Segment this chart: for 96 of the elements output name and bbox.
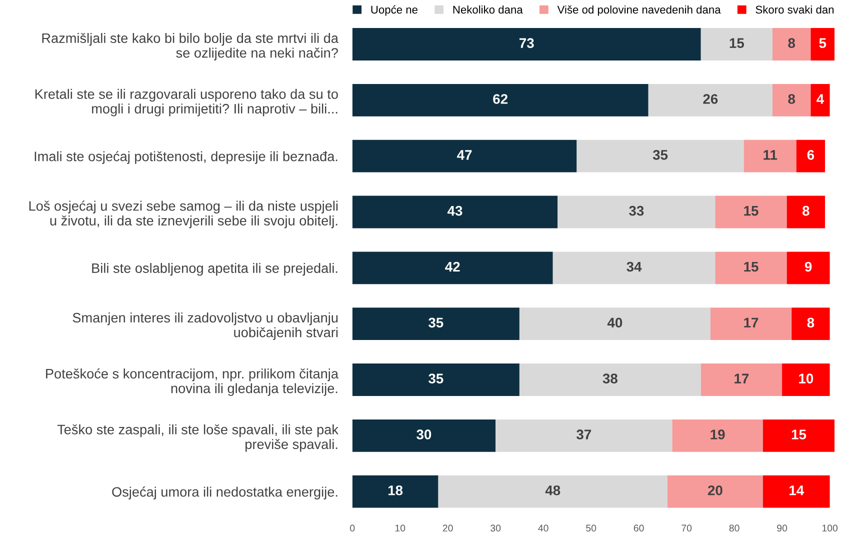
y-tick-label: Imali ste osjećaj potištenosti, depresije ili beznađa.	[34, 151, 338, 164]
data-label: 19	[710, 430, 725, 440]
data-label: 20	[708, 485, 722, 496]
bar	[558, 196, 716, 228]
data-label: 15	[792, 430, 806, 440]
data-label: 8	[802, 206, 810, 216]
x-tick-label: 90	[777, 524, 788, 532]
data-label: 34	[626, 262, 642, 272]
data-label: 8	[788, 38, 796, 48]
data-label: 8	[788, 94, 796, 104]
data-label: 4	[816, 94, 824, 104]
data-label: 9	[804, 262, 812, 272]
data-label: 6	[807, 150, 814, 160]
y-tick-label: Teško ste zaspali, ili ste loše spavali, ili ste pak previše spavali.	[57, 424, 338, 452]
bar	[762, 419, 835, 452]
data-label: 17	[734, 374, 749, 384]
data-label: 15	[744, 206, 758, 216]
bar	[352, 196, 558, 228]
legend-label: Skoro svaki dan	[756, 5, 834, 14]
data-label: 33	[629, 206, 644, 216]
bar	[796, 140, 826, 172]
x-tick-label: 70	[682, 524, 692, 532]
bar	[762, 475, 830, 508]
data-label: 30	[416, 430, 432, 440]
bar	[810, 84, 830, 116]
bar	[772, 28, 811, 60]
bar	[700, 28, 772, 60]
bar	[438, 475, 668, 508]
bar	[810, 28, 835, 60]
bar	[700, 364, 782, 396]
data-label: 17	[744, 318, 758, 328]
bar	[772, 84, 811, 116]
data-label: 11	[764, 150, 778, 160]
x-tick-label: 30	[490, 524, 501, 532]
bar	[782, 364, 830, 396]
x-tick-label: 50	[586, 524, 596, 532]
bar	[352, 28, 701, 60]
data-label: 15	[744, 262, 758, 272]
legend-label: Uopće ne	[371, 5, 418, 16]
data-label: 62	[493, 94, 508, 104]
legend-label: Više od polovine navedenih dana	[557, 5, 721, 16]
y-tick-label: Poteškoće s koncentracijom, npr. prilikom čitanja novina ili gledanja televizije.	[46, 368, 338, 396]
x-tick-label: 100	[822, 524, 838, 532]
bar	[744, 140, 796, 172]
bar	[352, 84, 648, 116]
bar	[352, 475, 438, 508]
x-tick-label: 20	[442, 524, 453, 532]
bar	[648, 84, 772, 116]
data-label: 42	[445, 262, 460, 272]
y-tick-label: Bili ste oslabljenog apetita ili se prejedali.	[92, 262, 338, 276]
bar	[352, 419, 496, 452]
bar	[667, 475, 763, 508]
data-label: 48	[545, 485, 560, 496]
data-label: 37	[576, 430, 592, 440]
bar	[552, 252, 716, 284]
bar	[710, 308, 792, 340]
y-tick-label: Smanjen interes ili zadovoljstvo u obavljanju uobičajenih stvari	[72, 312, 338, 340]
data-label: 18	[388, 485, 403, 496]
bar	[715, 196, 787, 228]
data-label: 35	[428, 318, 444, 328]
bar	[786, 196, 826, 228]
data-label: 35	[652, 150, 668, 160]
x-tick-label: 10	[395, 524, 406, 532]
x-tick-label: 60	[634, 524, 644, 532]
data-label: 14	[790, 486, 804, 496]
y-tick-label: Kretali ste se ili razgovarali usporeno tako da su to mogli i drugi primijetiti? Ili naprotiv – bili...	[35, 88, 338, 116]
bar	[352, 140, 577, 172]
data-label: 73	[519, 38, 534, 48]
data-label: 15	[730, 38, 744, 48]
y-tick-label: Loš osjećaj u svezi sebe samog – ili da niste uspjeli u životu, ili da ste iznevjerili sebe ili svoju obitelj.	[29, 200, 338, 228]
x-tick-label: 0	[350, 524, 355, 532]
data-label: 26	[703, 94, 718, 104]
bar	[576, 140, 744, 172]
y-tick-label: Razmišljali ste kako bi bilo bolje da ste mrtvi ili da se ozlijedite na neki način?	[42, 32, 338, 60]
data-label: 38	[602, 374, 618, 384]
data-label: 5	[819, 38, 826, 48]
data-label: 40	[607, 318, 622, 328]
bar	[496, 419, 672, 452]
bar	[792, 308, 830, 340]
x-tick-label: 80	[729, 524, 740, 532]
bar	[519, 308, 710, 340]
bar	[519, 364, 701, 396]
bar	[352, 308, 520, 340]
bar	[352, 364, 520, 396]
data-label: 43	[447, 206, 462, 216]
data-label: 35	[428, 374, 444, 384]
bar	[672, 419, 763, 452]
bar	[352, 252, 553, 284]
data-label: 8	[807, 318, 814, 328]
data-label: 47	[457, 150, 472, 160]
bar	[715, 252, 787, 284]
bar	[786, 252, 830, 284]
y-tick-label: Osjećaj umora ili nedostatka energije.	[112, 486, 338, 500]
legend-label: Nekoliko dana	[453, 5, 523, 14]
data-label: 10	[799, 374, 814, 384]
x-tick-label: 40	[538, 524, 548, 532]
